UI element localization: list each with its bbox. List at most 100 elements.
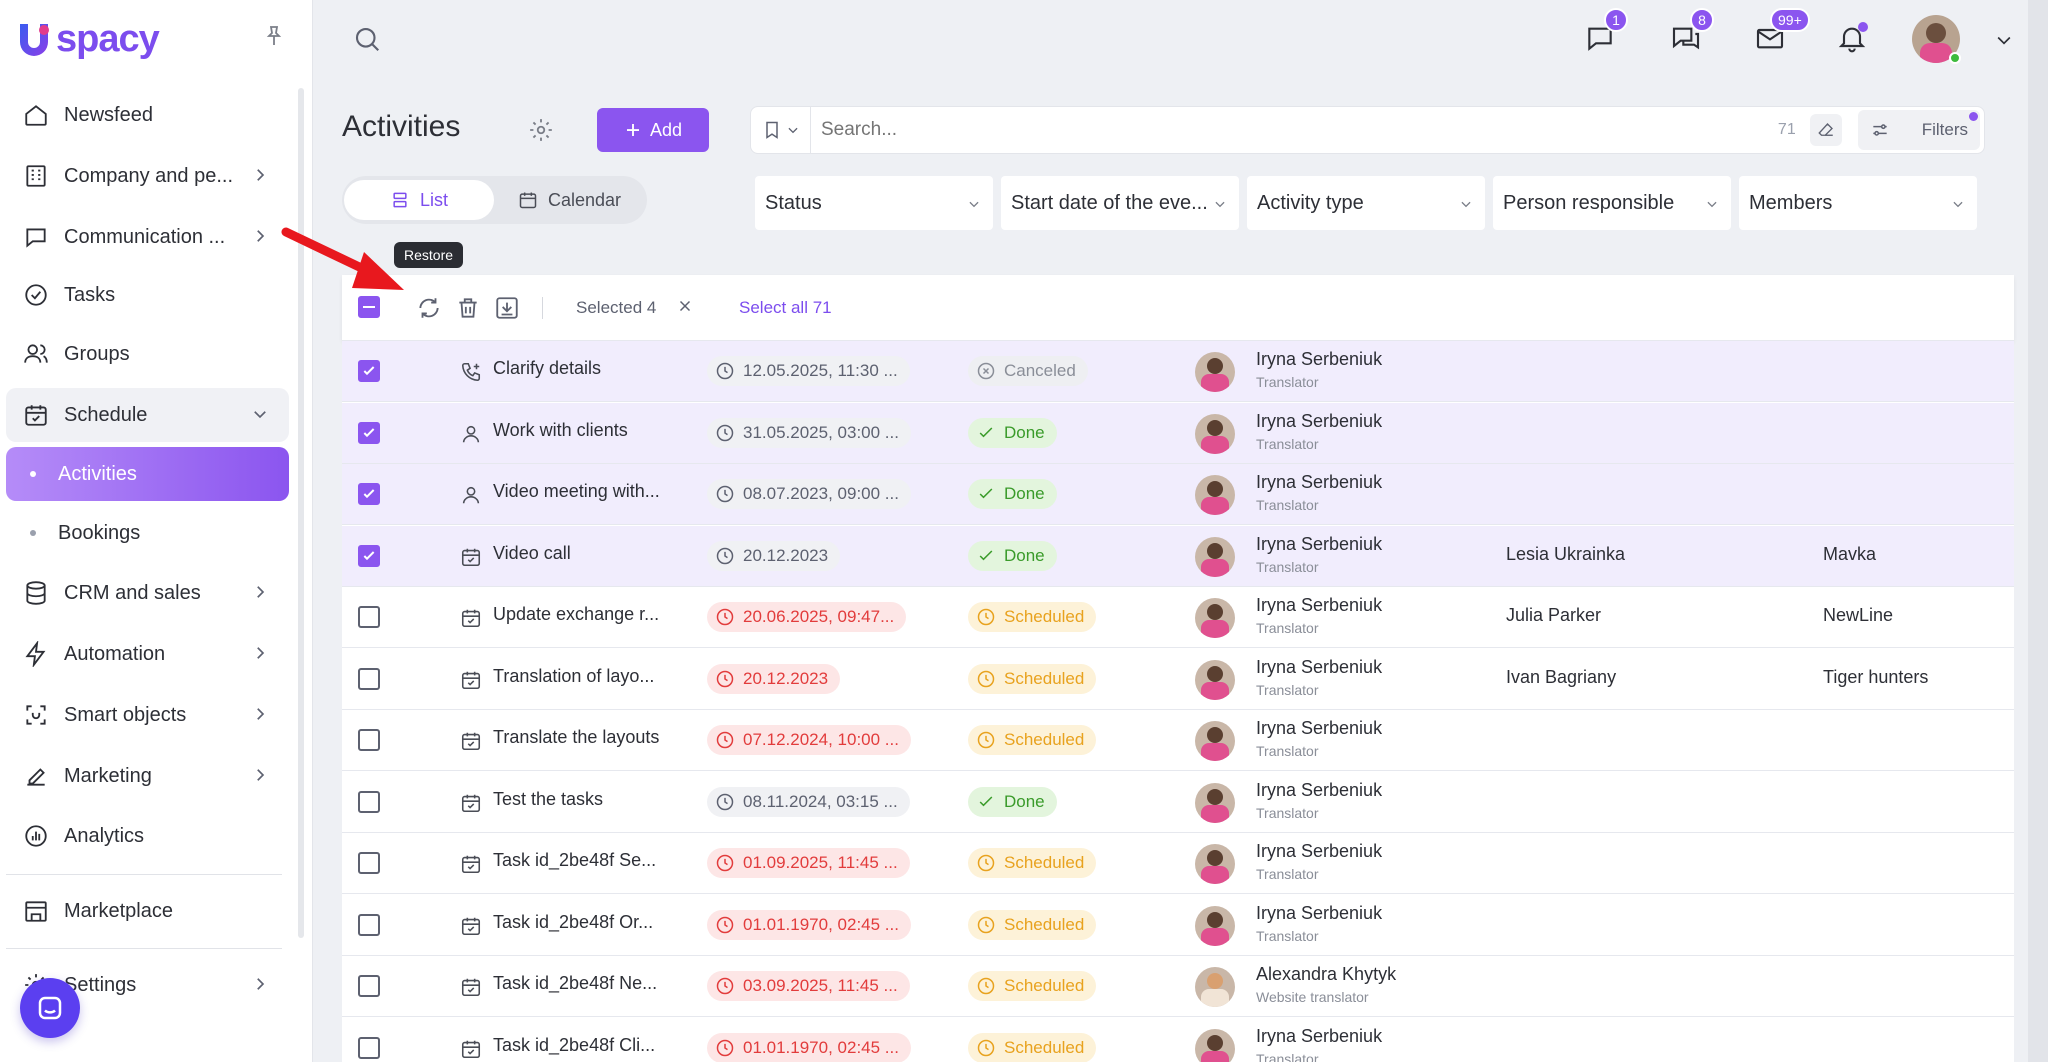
person-name[interactable]: Iryna Serbeniuk xyxy=(1256,410,1383,431)
clear-search-button[interactable] xyxy=(1809,114,1842,146)
row-checkbox[interactable] xyxy=(358,1036,380,1059)
sidebar-item-crm[interactable]: CRM and sales xyxy=(6,566,289,620)
mail-button[interactable]: 99+ xyxy=(1754,8,1810,54)
person-name[interactable]: Alexandra Khytyk xyxy=(1256,964,1397,984)
person-name[interactable]: Iryna Serbeniuk xyxy=(1256,1025,1383,1046)
avatar[interactable] xyxy=(1195,659,1235,700)
avatar[interactable] xyxy=(1195,536,1235,577)
avatar[interactable] xyxy=(1195,1028,1235,1062)
activity-name[interactable]: Clarify details xyxy=(493,358,602,378)
add-button[interactable]: Add xyxy=(597,108,709,152)
avatar[interactable] xyxy=(1195,475,1235,515)
activity-name[interactable]: Task id_2be48f Ne... xyxy=(493,973,658,993)
chevron-down-icon[interactable] xyxy=(1994,30,2014,50)
person-name[interactable]: Iryna Serbeniuk xyxy=(1256,841,1383,861)
row-checkbox[interactable] xyxy=(358,483,380,505)
chat-button[interactable]: 1 xyxy=(1584,8,1628,54)
row-checkbox[interactable] xyxy=(358,421,380,444)
restore-button[interactable] xyxy=(416,295,442,321)
sidebar-subitem-activities[interactable]: Activities xyxy=(6,447,289,501)
sidebar-item-analytics[interactable]: Analytics xyxy=(6,809,289,863)
select-all-checkbox[interactable] xyxy=(358,296,380,318)
activity-name[interactable]: Update exchange r... xyxy=(493,604,660,624)
page-scrollbar[interactable] xyxy=(2028,0,2048,1062)
support-chat-button[interactable] xyxy=(20,978,80,1038)
contact-name[interactable]: Lesia Ukrainka xyxy=(1506,543,1626,564)
row-checkbox[interactable] xyxy=(358,360,380,382)
company-name[interactable]: NewLine xyxy=(1823,605,1894,625)
tab-calendar[interactable]: Calendar xyxy=(497,180,642,220)
sidebar-item-smart-objects[interactable]: Smart objects xyxy=(6,688,289,742)
avatar[interactable] xyxy=(1195,352,1235,392)
filters-button[interactable]: Filters xyxy=(1857,110,1980,150)
table-row[interactable]: Task id_2be48f Or... 01.01.1970, 02:45 .… xyxy=(342,895,2014,956)
sidebar-item-schedule[interactable]: Schedule xyxy=(6,388,289,442)
filter-activity-type[interactable]: Activity type xyxy=(1247,176,1485,230)
activity-name[interactable]: Task id_2be48f Cli... xyxy=(493,1034,656,1055)
person-name[interactable]: Iryna Serbeniuk xyxy=(1256,718,1383,738)
contact-name[interactable]: Ivan Bagriany xyxy=(1506,666,1617,687)
row-checkbox[interactable] xyxy=(358,606,380,628)
delete-button[interactable] xyxy=(455,295,481,321)
search-icon[interactable] xyxy=(352,24,382,54)
pin-icon[interactable] xyxy=(262,24,286,48)
sidebar-item-tasks[interactable]: Tasks xyxy=(6,268,289,322)
filter-person-responsible[interactable]: Person responsible xyxy=(1493,176,1731,230)
activity-name[interactable]: Task id_2be48f Or... xyxy=(493,911,654,932)
avatar[interactable] xyxy=(1195,905,1235,946)
sidebar-item-marketing[interactable]: Marketing xyxy=(6,749,289,803)
person-name[interactable]: Iryna Serbeniuk xyxy=(1256,472,1383,492)
bookmark-dropdown[interactable] xyxy=(751,107,811,153)
contact-name[interactable]: Julia Parker xyxy=(1506,605,1602,625)
row-checkbox[interactable] xyxy=(358,852,380,874)
row-checkbox[interactable] xyxy=(358,729,380,751)
person-name[interactable]: Iryna Serbeniuk xyxy=(1256,656,1383,677)
avatar[interactable] xyxy=(1195,967,1235,1007)
person-name[interactable]: Iryna Serbeniuk xyxy=(1256,533,1383,554)
table-row[interactable]: Update exchange r... 20.06.2025, 09:47..… xyxy=(342,587,2014,648)
activity-name[interactable]: Video meeting with... xyxy=(493,481,660,501)
avatar[interactable] xyxy=(1195,844,1235,884)
sidebar-item-newsfeed[interactable]: Newsfeed xyxy=(6,88,289,142)
settings-gear-icon[interactable] xyxy=(528,117,554,143)
activity-name[interactable]: Video call xyxy=(493,542,571,563)
company-name[interactable]: Tiger hunters xyxy=(1823,666,1929,687)
table-row[interactable]: Task id_2be48f Cli... 01.01.1970, 02:45 … xyxy=(342,1018,2014,1062)
person-name[interactable]: Iryna Serbeniuk xyxy=(1256,902,1383,923)
filter-status[interactable]: Status xyxy=(755,176,993,230)
select-all-link[interactable]: Select all 71 xyxy=(739,298,832,317)
logo[interactable]: spacy xyxy=(14,18,160,61)
table-row[interactable]: Task id_2be48f Ne... 03.09.2025, 11:45 .… xyxy=(342,956,2014,1017)
table-row[interactable]: Clarify details 12.05.2025, 11:30 ... Ca… xyxy=(342,341,2014,402)
notifications-button[interactable] xyxy=(1836,22,1868,54)
sidebar-item-communication[interactable]: Communication ... xyxy=(6,210,289,264)
table-row[interactable]: Translation of layo... 20.12.2023 Schedu… xyxy=(342,649,2014,710)
row-checkbox[interactable] xyxy=(358,790,380,813)
person-name[interactable]: Iryna Serbeniuk xyxy=(1256,595,1383,615)
table-row[interactable]: Video meeting with... 08.07.2023, 09:00 … xyxy=(342,464,2014,525)
row-checkbox[interactable] xyxy=(358,913,380,936)
table-row[interactable]: Test the tasks 08.11.2024, 03:15 ... Don… xyxy=(342,772,2014,833)
activity-name[interactable]: Test the tasks xyxy=(493,788,604,809)
table-row[interactable]: Task id_2be48f Se... 01.09.2025, 11:45 .… xyxy=(342,833,2014,894)
messages-button[interactable]: 8 xyxy=(1670,8,1714,54)
tab-list[interactable]: List xyxy=(344,180,494,220)
sidebar-subitem-bookings[interactable]: Bookings xyxy=(6,506,289,560)
person-name[interactable]: Iryna Serbeniuk xyxy=(1256,349,1383,369)
export-button[interactable] xyxy=(494,295,520,321)
row-checkbox[interactable] xyxy=(358,975,380,997)
sidebar-item-groups[interactable]: Groups xyxy=(6,327,289,381)
row-checkbox[interactable] xyxy=(358,544,380,567)
avatar[interactable] xyxy=(1195,598,1235,638)
filter-members[interactable]: Members xyxy=(1739,176,1977,230)
person-name[interactable]: Iryna Serbeniuk xyxy=(1256,779,1383,800)
activity-name[interactable]: Translate the layouts xyxy=(493,727,660,747)
search-input[interactable] xyxy=(811,108,1778,152)
row-checkbox[interactable] xyxy=(358,667,380,690)
activity-name[interactable]: Task id_2be48f Se... xyxy=(493,850,657,870)
filter-start-date[interactable]: Start date of the eve... xyxy=(1001,176,1239,230)
avatar[interactable] xyxy=(1195,721,1235,761)
company-name[interactable]: Mavka xyxy=(1823,543,1877,564)
activity-name[interactable]: Work with clients xyxy=(493,419,628,440)
clear-selection-button[interactable] xyxy=(676,297,694,315)
